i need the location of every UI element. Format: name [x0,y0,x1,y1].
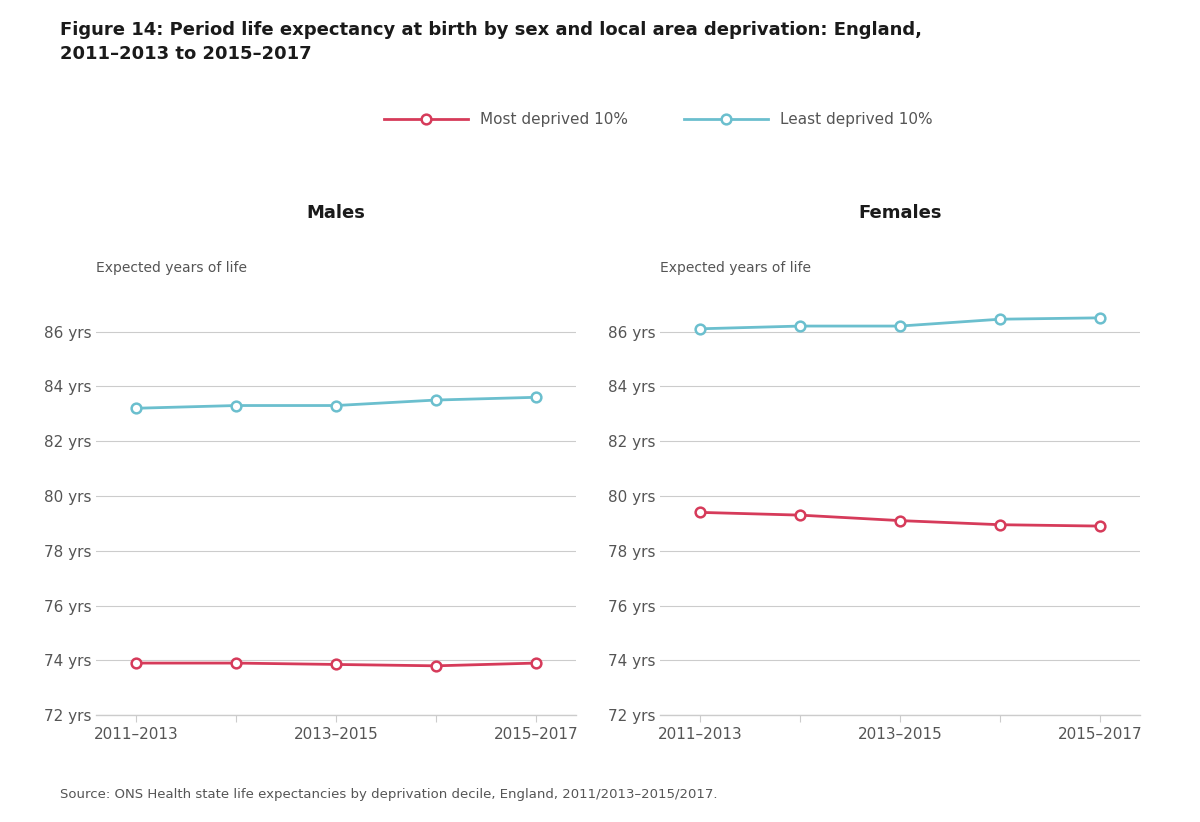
Text: Females: Females [858,204,942,222]
Text: Most deprived 10%: Most deprived 10% [480,112,628,127]
Text: Males: Males [306,204,366,222]
Text: Figure 14: Period life expectancy at birth by sex and local area deprivation: En: Figure 14: Period life expectancy at bir… [60,21,922,39]
Text: Expected years of life: Expected years of life [96,261,247,275]
Text: 2011–2013 to 2015–2017: 2011–2013 to 2015–2017 [60,45,312,63]
Text: Least deprived 10%: Least deprived 10% [780,112,932,127]
Text: Expected years of life: Expected years of life [660,261,811,275]
Text: Source: ONS Health state life expectancies by deprivation decile, England, 2011/: Source: ONS Health state life expectanci… [60,788,718,801]
